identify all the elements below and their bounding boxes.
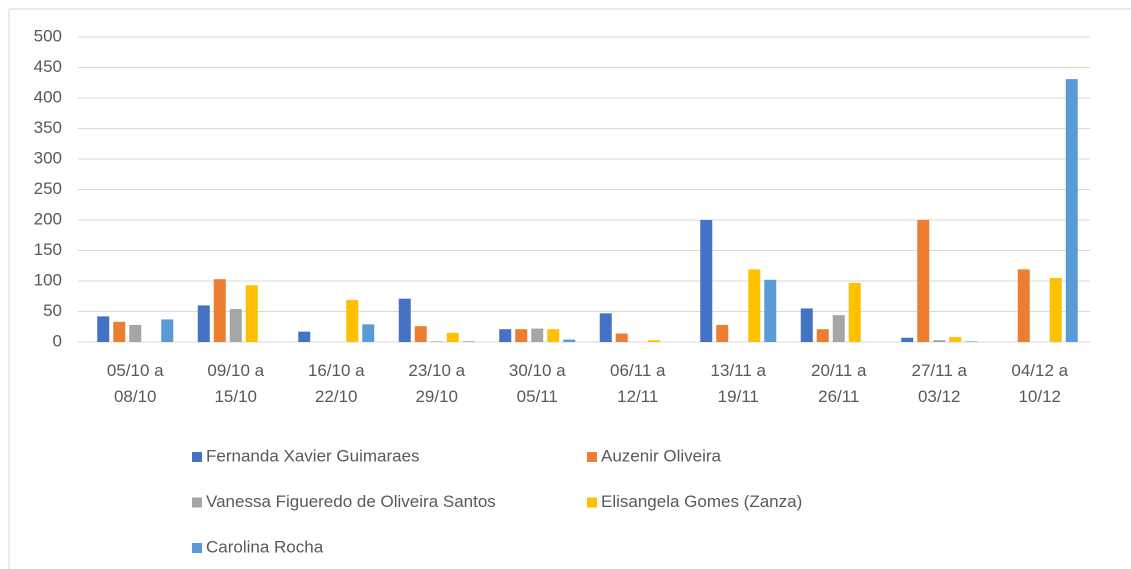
x-tick-label: 13/11 a 19/11 <box>711 361 767 406</box>
y-tick-label: 500 <box>34 26 62 45</box>
x-tick-label: 09/10 a 15/10 <box>207 361 264 406</box>
legend-label: Auzenir Oliveira <box>601 446 722 465</box>
bar <box>901 337 914 342</box>
bar <box>816 329 829 342</box>
bar <box>563 339 576 342</box>
bar <box>547 329 560 342</box>
y-tick-label: 250 <box>34 179 62 198</box>
legend-label: Elisangela Gomes (Zanza) <box>601 492 802 511</box>
bar <box>97 316 110 342</box>
x-tick-label: 23/10 a 29/10 <box>408 361 465 406</box>
bar <box>414 326 427 342</box>
y-tick-label: 350 <box>34 118 62 137</box>
x-tick-label: 30/10 a 05/11 <box>509 361 566 406</box>
bar <box>346 299 359 342</box>
legend-label: Carolina Rocha <box>206 537 324 556</box>
bar <box>748 269 761 342</box>
bar <box>462 341 475 342</box>
bar <box>1049 277 1062 342</box>
bar <box>362 324 375 342</box>
x-tick-label: 27/11 a 03/12 <box>912 361 968 406</box>
y-tick-label: 0 <box>53 331 62 350</box>
legend-swatch <box>192 452 202 462</box>
bar <box>213 279 226 342</box>
x-tick-label: 04/12 a 10/12 <box>1011 361 1068 406</box>
x-tick-label: 06/11 a 12/11 <box>610 361 666 406</box>
legend-swatch <box>587 497 597 508</box>
bar <box>1017 269 1030 342</box>
bar <box>965 341 978 342</box>
bar <box>1065 79 1078 342</box>
bar <box>716 324 729 342</box>
bar <box>446 332 459 342</box>
x-tick-label: 20/11 a 26/11 <box>811 361 867 406</box>
bar <box>700 220 713 342</box>
legend-label: Vanessa Figueredo de Oliveira Santos <box>206 492 496 511</box>
legend-swatch <box>192 543 202 553</box>
bar <box>499 329 512 342</box>
bar <box>531 328 544 342</box>
y-tick-label: 200 <box>34 209 62 228</box>
bar <box>800 308 813 342</box>
bar <box>647 340 660 342</box>
bar <box>917 220 930 342</box>
bar <box>398 298 411 342</box>
bar <box>615 333 628 342</box>
bar <box>229 309 242 342</box>
bar <box>161 319 174 342</box>
y-tick-label: 450 <box>34 57 62 76</box>
bar <box>933 340 946 342</box>
bar <box>832 315 845 342</box>
legend-swatch <box>587 452 597 462</box>
x-tick-label: 05/10 a 08/10 <box>107 361 164 406</box>
bar <box>113 321 126 342</box>
y-tick-label: 150 <box>34 240 62 259</box>
bar <box>764 279 777 342</box>
y-tick-label: 300 <box>34 148 62 167</box>
y-tick-label: 400 <box>34 87 62 106</box>
bar <box>848 282 861 342</box>
x-tick-label: 16/10 a 22/10 <box>308 361 365 406</box>
bar <box>245 285 258 342</box>
bar <box>949 337 962 342</box>
bar <box>197 305 210 342</box>
bar <box>599 313 612 342</box>
bar <box>298 331 311 342</box>
bar <box>129 324 142 342</box>
legend-label: Fernanda Xavier Guimaraes <box>206 446 420 465</box>
y-tick-label: 50 <box>43 301 62 320</box>
legend-swatch <box>192 497 202 508</box>
bar <box>515 329 528 342</box>
y-tick-label: 100 <box>34 270 62 289</box>
bar <box>430 341 443 342</box>
